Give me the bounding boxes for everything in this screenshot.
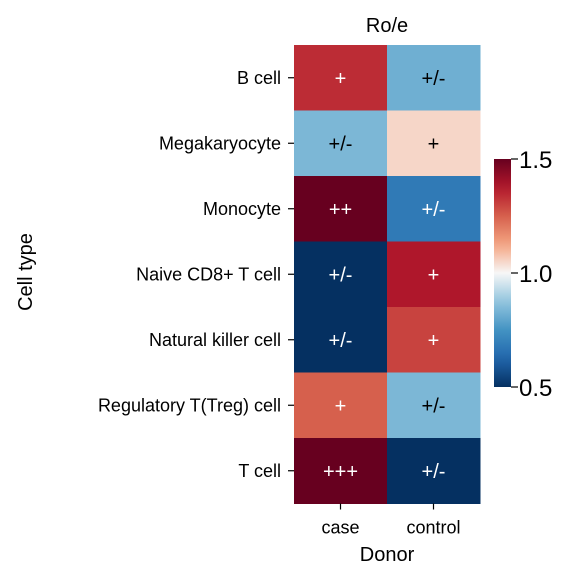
cell-annotation: ++ — [329, 199, 352, 221]
heatmap-cell — [387, 110, 481, 177]
heatmap-cell — [294, 176, 388, 242]
cell-annotation: + — [428, 264, 440, 286]
row-label: Natural killer cell — [149, 330, 281, 350]
y-axis-label: Cell type — [15, 233, 37, 311]
chart-title: Ro/e — [366, 15, 408, 37]
column-label: control — [406, 518, 460, 538]
cell-annotation: +++ — [323, 461, 358, 483]
colorbar-ticks: 0.5 1.0 1.5 — [511, 147, 552, 402]
heatmap-cell — [387, 438, 481, 504]
column-label: case — [321, 518, 359, 538]
column-labels: case control — [321, 503, 461, 538]
cell-annotation: +/- — [422, 199, 446, 221]
cell-annotation: +/- — [422, 395, 446, 417]
cell-annotation: +/- — [422, 68, 446, 90]
cell-annotation: +/- — [422, 461, 446, 483]
row-label: Monocyte — [203, 199, 281, 219]
heatmap-cell — [294, 372, 388, 439]
cell-annotation: +/- — [329, 330, 353, 352]
heatmap-cell — [387, 372, 481, 439]
heatmap-cell — [387, 307, 481, 373]
cell-annotation: + — [428, 133, 440, 155]
cell-annotation: + — [335, 395, 347, 417]
heatmap-cell — [294, 307, 388, 373]
row-label: Naive CD8+ T cell — [136, 264, 281, 284]
colorbar-tick-label: 1.0 — [519, 261, 552, 288]
heatmap-cell — [294, 241, 388, 308]
heatmap-cells: + +/-+/- +++ +/-+/- ++/- ++ +/-+++ +/- — [294, 45, 481, 504]
heatmap-cell — [387, 176, 481, 242]
heatmap-cell — [294, 438, 388, 504]
row-label: Megakaryocyte — [159, 133, 281, 153]
cell-annotation: + — [428, 330, 440, 352]
row-label: Regulatory T(Treg) cell — [98, 395, 281, 415]
x-axis-label: Donor — [360, 544, 415, 566]
cell-annotation: + — [335, 68, 347, 90]
heatmap-cell — [294, 110, 388, 177]
cell-annotation: +/- — [329, 264, 353, 286]
heatmap-cell — [294, 45, 388, 111]
cell-annotation: +/- — [329, 133, 353, 155]
colorbar-tick-label: 0.5 — [519, 375, 552, 402]
heatmap-cell — [387, 241, 481, 308]
colorbar-tick-label: 1.5 — [519, 147, 552, 174]
colorbar — [494, 159, 511, 387]
row-label: B cell — [237, 68, 281, 88]
heatmap-cell — [387, 45, 481, 111]
row-label: T cell — [238, 461, 281, 481]
row-labels: B cell Megakaryocyte Monocyte Naive CD8+ T … — [98, 68, 294, 481]
